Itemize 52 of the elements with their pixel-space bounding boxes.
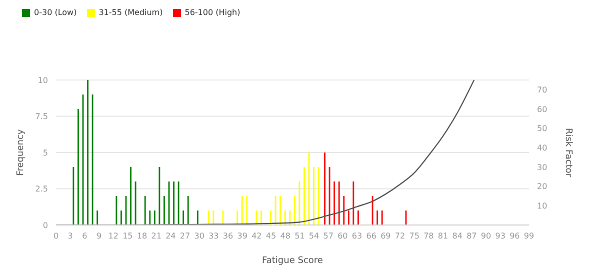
x-tick-label: 72 bbox=[394, 232, 406, 241]
y-tick-label: 10 bbox=[38, 76, 48, 85]
x-tick-label: 6 bbox=[82, 232, 88, 241]
x-tick-label: 81 bbox=[438, 232, 448, 241]
x-tick-label: 30 bbox=[194, 232, 204, 241]
legend-label: 0-30 (Low) bbox=[34, 8, 77, 17]
x-tick-label: 60 bbox=[338, 232, 348, 241]
y-tick-label: 2.5 bbox=[35, 184, 48, 194]
x-tick-label: 78 bbox=[424, 232, 434, 241]
x-tick-label: 12 bbox=[108, 232, 118, 241]
y2-tick-label: 60 bbox=[537, 104, 548, 114]
legend-label: 31-55 (Medium) bbox=[98, 8, 163, 17]
x-tick-label: 24 bbox=[166, 232, 176, 241]
x-tick-label: 3 bbox=[68, 232, 73, 241]
x-tick-label: 69 bbox=[380, 232, 391, 241]
y2-tick-label: 50 bbox=[537, 124, 548, 134]
x-tick-label: 15 bbox=[122, 232, 133, 241]
x-tick-label: 39 bbox=[237, 232, 248, 241]
y-tick-label: 7.5 bbox=[35, 112, 48, 122]
y2-tick-label: 10 bbox=[537, 202, 548, 211]
x-tick-label: 33 bbox=[208, 232, 219, 241]
y-axis-title: Frequency bbox=[16, 128, 26, 176]
x-tick-label: 21 bbox=[151, 232, 162, 241]
y-tick-label: 5 bbox=[42, 148, 48, 158]
y2-tick-label: 40 bbox=[537, 144, 548, 153]
x-tick-label: 27 bbox=[180, 232, 190, 241]
x-axis-title: Fatigue Score bbox=[262, 256, 324, 266]
x-tick-label: 42 bbox=[252, 232, 262, 241]
x-tick-label: 54 bbox=[308, 232, 320, 241]
x-tick-label: 57 bbox=[323, 232, 334, 241]
x-tick-label: 87 bbox=[466, 232, 477, 241]
x-tick-label: 63 bbox=[352, 232, 362, 241]
x-tick-label: 84 bbox=[452, 232, 462, 241]
y2-tick-label: 70 bbox=[537, 86, 548, 95]
x-tick-label: 48 bbox=[280, 232, 290, 241]
x-tick-label: 9 bbox=[96, 232, 102, 241]
y2-axis-title: Risk Factor bbox=[562, 128, 573, 178]
x-tick-label: 45 bbox=[266, 232, 276, 241]
x-tick-label: 0 bbox=[53, 232, 59, 241]
x-tick-label: 18 bbox=[136, 232, 148, 241]
x-tick-label: 96 bbox=[510, 232, 520, 241]
legend-label: 56-100 (High) bbox=[184, 8, 240, 17]
y-tick-label: 0 bbox=[42, 220, 48, 230]
x-tick-label: 66 bbox=[366, 232, 376, 241]
x-tick-label: 99 bbox=[524, 232, 534, 241]
x-tick-label: 51 bbox=[294, 232, 305, 241]
x-tick-label: 90 bbox=[480, 232, 492, 241]
y2-tick-label: 20 bbox=[537, 182, 548, 192]
x-tick-label: 75 bbox=[409, 232, 420, 241]
x-tick-label: 36 bbox=[222, 232, 234, 241]
y2-tick-label: 30 bbox=[537, 162, 548, 172]
x-tick-label: 93 bbox=[495, 232, 506, 241]
